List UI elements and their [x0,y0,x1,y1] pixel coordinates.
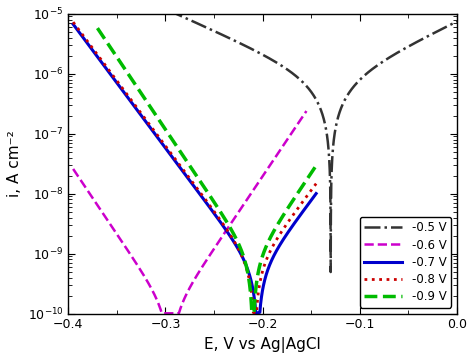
X-axis label: E, V vs Ag|AgCl: E, V vs Ag|AgCl [204,337,321,353]
Line: -0.9 V: -0.9 V [98,28,316,312]
Line: -0.8 V: -0.8 V [73,22,316,314]
-0.7 V [107,71,112,75]
-0.5 V [165,8,171,12]
-0.7 V [173,159,179,164]
-0.9 V [301,182,307,186]
-0.6 V [140,271,146,276]
-0.6 V [303,109,309,113]
-0.8 V [254,311,259,316]
-0.6 V [83,186,89,190]
-0.9 V [95,26,100,30]
-0.9 V [241,257,247,261]
-0.7 V [233,242,238,247]
-0.7 V [313,192,319,196]
-0.7 V [83,40,89,44]
-0.9 V [251,310,257,315]
-0.8 V [70,20,76,24]
-0.9 V [180,153,185,157]
-0.6 V [70,167,76,171]
-0.6 V [237,209,242,213]
Legend: -0.5 V, -0.6 V, -0.7 V, -0.8 V, -0.9 V: -0.5 V, -0.6 V, -0.7 V, -0.8 V, -0.9 V [360,217,451,308]
-0.8 V [226,231,232,235]
-0.7 V [197,191,202,195]
Y-axis label: i, A cm⁻²: i, A cm⁻² [7,130,22,197]
-0.5 V [184,17,190,21]
-0.8 V [129,99,135,104]
-0.8 V [116,81,121,85]
-0.6 V [182,295,188,300]
-0.5 V [253,49,258,53]
-0.9 V [313,163,319,168]
-0.5 V [389,54,394,58]
-0.8 V [78,31,84,35]
-0.8 V [190,180,195,184]
-0.9 V [285,206,291,210]
Line: -0.6 V: -0.6 V [73,111,306,313]
-0.7 V [253,311,259,315]
-0.7 V [70,22,76,26]
Line: -0.7 V: -0.7 V [73,24,316,313]
-0.6 V [194,273,200,278]
-0.5 V [454,19,460,24]
-0.6 V [219,235,225,239]
-0.5 V [328,270,334,274]
-0.9 V [208,194,213,199]
-0.6 V [159,311,164,315]
-0.7 V [234,244,239,248]
-0.5 V [276,62,282,66]
-0.9 V [97,29,102,33]
Line: -0.5 V: -0.5 V [136,0,457,272]
-0.5 V [410,42,416,46]
-0.8 V [313,181,319,186]
-0.8 V [92,50,98,54]
